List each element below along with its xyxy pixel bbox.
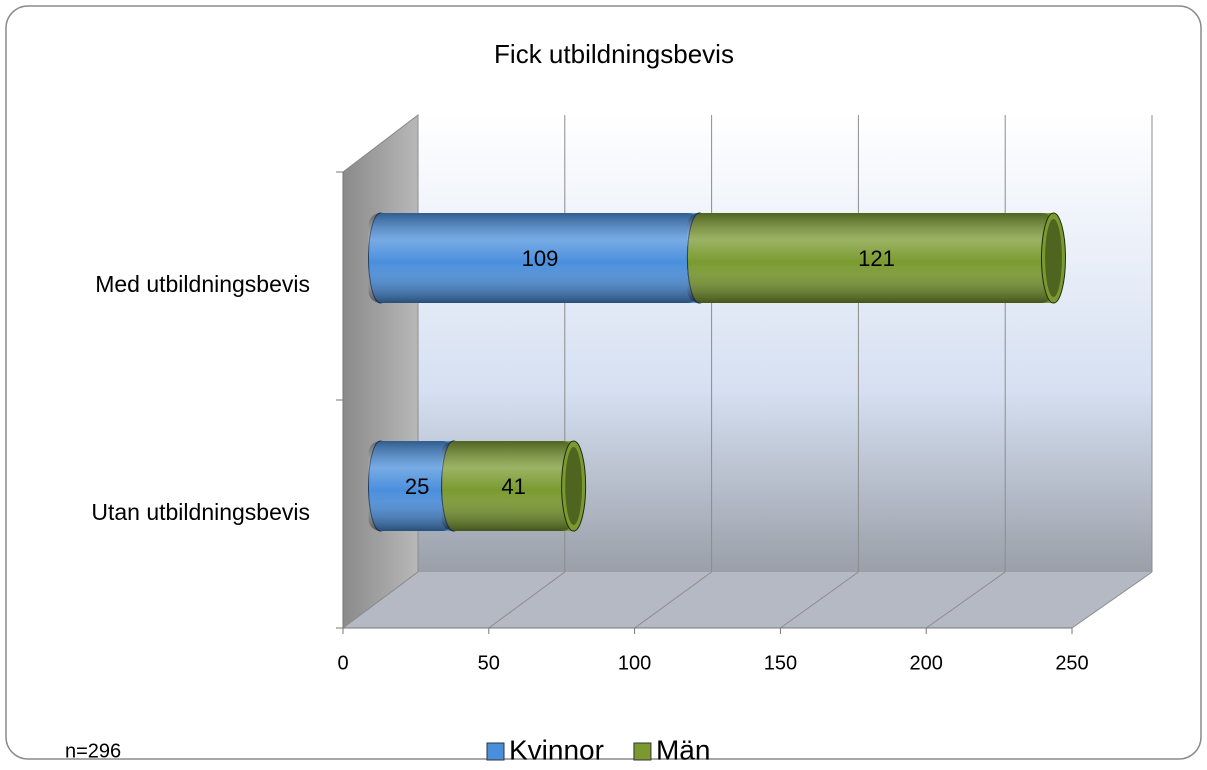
bar-end-shading <box>565 447 583 525</box>
bar-shading <box>368 441 454 531</box>
bar-end <box>1040 212 1066 304</box>
floor-grid-line <box>780 571 859 629</box>
floor-grid-line <box>1071 571 1153 629</box>
floor-grid-line <box>488 571 566 629</box>
x-tick-label: 150 <box>764 652 797 674</box>
floor-grid-line <box>634 571 712 629</box>
y-tick-label: Med utbildningsbevis <box>95 271 310 297</box>
bar-shading <box>441 441 574 531</box>
bar-shading <box>368 213 700 303</box>
floor <box>343 572 1152 628</box>
y-tick-label: Utan utbildningsbevis <box>91 499 310 525</box>
annotation: n=296 <box>65 740 121 762</box>
data-label: 109 <box>522 246 559 271</box>
legend-label: Kvinnor <box>509 734 604 765</box>
x-tick-label: 100 <box>618 652 651 674</box>
bar-end-shading <box>1045 219 1062 297</box>
legend-label: Män <box>656 734 710 765</box>
x-tick-label: 0 <box>337 652 348 674</box>
floor-grid-line <box>342 571 419 629</box>
side-wall <box>342 113 419 629</box>
x-tick-label: 200 <box>910 652 943 674</box>
chart-title: Fick utbildningsbevis <box>494 39 734 69</box>
x-tick-label: 250 <box>1055 652 1088 674</box>
floor-grid-line <box>925 571 1006 629</box>
bar-end <box>561 440 587 532</box>
data-label: 41 <box>501 474 525 499</box>
legend-swatch <box>486 742 505 761</box>
legend-swatch <box>633 742 652 761</box>
data-label: 121 <box>858 246 895 271</box>
bar-shading <box>687 213 1054 303</box>
x-tick-label: 50 <box>478 652 500 674</box>
data-label: 25 <box>405 474 429 499</box>
